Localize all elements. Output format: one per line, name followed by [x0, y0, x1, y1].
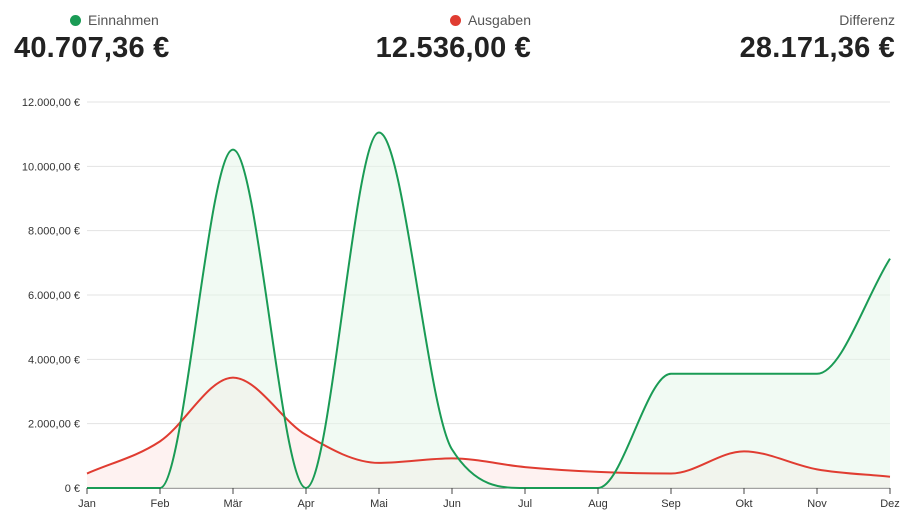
- einnahmen-line[interactable]: [87, 131, 891, 490]
- difference-label: Differenz: [839, 12, 895, 28]
- expense-total: 12.536,00 €: [375, 32, 531, 64]
- difference-summary: Differenz 28.171,36 €: [740, 12, 895, 65]
- expense-label: Ausgaben: [467, 12, 531, 28]
- x-tick-label: Okt: [735, 498, 752, 510]
- chart-axes: 0 € 2.000,00 € 4.000,00 € 6.000,00 € 8.000,0…: [22, 97, 900, 510]
- x-tick-label: Mai: [370, 498, 388, 510]
- x-tick-label: Nov: [807, 498, 827, 510]
- y-tick-label: 8.000,00 €: [28, 226, 80, 238]
- income-legend[interactable]: Einnahmen: [70, 12, 169, 28]
- difference-total: 28.171,36 €: [739, 32, 895, 64]
- chart-lines: [86, 131, 891, 490]
- income-dot-icon: [70, 14, 81, 26]
- einnahmen-area: [87, 132, 890, 488]
- chart-areas: [87, 132, 890, 488]
- ausgaben-line[interactable]: [86, 376, 891, 478]
- x-tick-label: Jan: [78, 498, 96, 510]
- y-tick-label: 4.000,00 €: [28, 354, 80, 366]
- x-tick-label: Sep: [661, 498, 681, 510]
- y-tick-label: 6.000,00 €: [28, 290, 80, 302]
- y-tick-label: 10.000,00 €: [22, 161, 80, 173]
- x-tick-label: Aug: [588, 498, 608, 510]
- income-label: Einnahmen: [88, 12, 159, 28]
- x-tick-label: Apr: [297, 498, 314, 510]
- income-total: 40.707,36 €: [14, 32, 170, 64]
- x-tick-label: Feb: [151, 498, 170, 510]
- y-tick-label: 12.000,00 €: [22, 97, 80, 109]
- x-tick-label: Mär: [224, 498, 243, 510]
- x-tick-label: Jul: [518, 498, 532, 510]
- expense-legend[interactable]: Ausgaben: [376, 12, 531, 28]
- income-summary: Einnahmen 40.707,36 €: [14, 12, 169, 65]
- expense-dot-icon: [449, 14, 461, 26]
- x-tick-label: Dez: [880, 498, 900, 510]
- y-tick-label: 0 €: [65, 483, 80, 495]
- x-tick-label: Jun: [443, 498, 461, 510]
- y-tick-label: 2.000,00 €: [28, 419, 80, 431]
- expense-summary: Ausgaben 12.536,00 €: [376, 12, 531, 65]
